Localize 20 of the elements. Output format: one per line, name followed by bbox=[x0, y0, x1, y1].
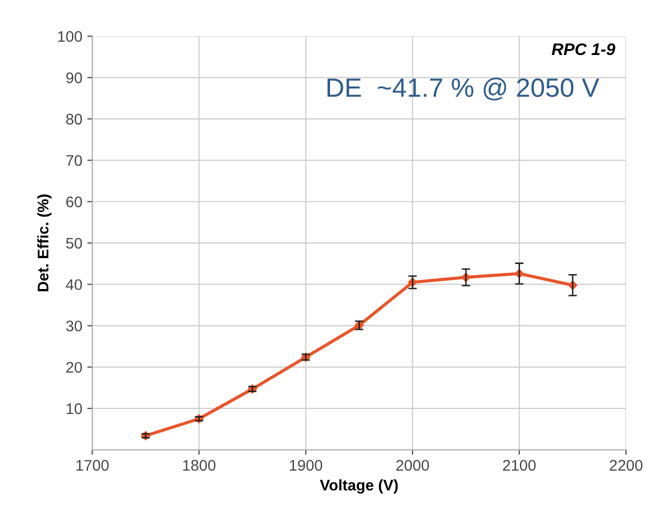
x-tick-label: 2000 bbox=[396, 460, 429, 471]
y-tick-label: 20 bbox=[66, 362, 82, 373]
x-tick-label: 2100 bbox=[503, 460, 536, 471]
y-tick-label: 80 bbox=[66, 114, 82, 125]
y-tick-label: 60 bbox=[66, 196, 82, 208]
y-tick-label: 30 bbox=[66, 320, 82, 332]
x-tick-label: 1800 bbox=[183, 460, 216, 471]
x-axis-title: Voltage (V) bbox=[320, 479, 398, 494]
y-tick-label: 50 bbox=[66, 238, 82, 249]
y-tick-label: 40 bbox=[66, 279, 82, 290]
y-tick-label: 10 bbox=[66, 403, 82, 414]
x-tick-label: 1700 bbox=[76, 460, 109, 471]
annotation: RPC 1-9 bbox=[552, 43, 616, 56]
y-tick-label: 90 bbox=[66, 72, 82, 84]
y-axis-title: Det. Effic. (%) bbox=[37, 194, 52, 292]
x-tick-label: 1900 bbox=[290, 460, 322, 471]
x-tick-label: 2200 bbox=[610, 460, 642, 471]
y-tick-label: 100 bbox=[58, 31, 82, 42]
y-tick-label: 70 bbox=[66, 155, 82, 166]
annotation: DE ~41.7 % @ 2050 V bbox=[328, 78, 600, 100]
